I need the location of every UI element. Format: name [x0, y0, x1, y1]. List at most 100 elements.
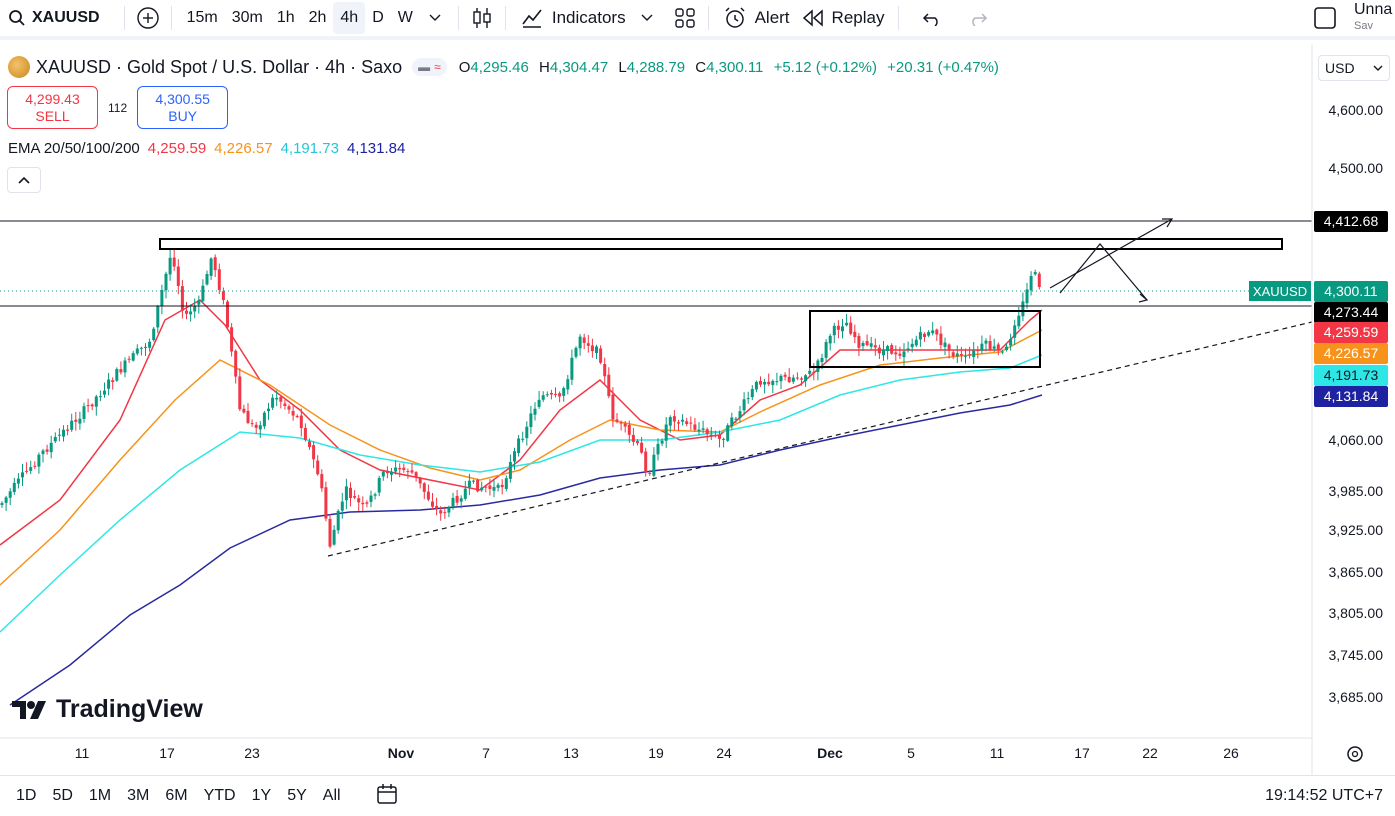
y-tick-label: 4,600.00	[1329, 102, 1384, 118]
candle	[996, 342, 1000, 356]
undo-button[interactable]	[917, 2, 947, 34]
candle	[324, 481, 328, 522]
consolidation-box	[809, 310, 1041, 368]
candle	[931, 321, 935, 336]
candle	[886, 344, 890, 360]
high-label: H	[538, 58, 550, 76]
alert-button[interactable]: Alert	[717, 2, 796, 34]
timeframe-30m[interactable]: 30m	[231, 9, 263, 26]
date-range-button[interactable]	[375, 782, 399, 811]
templates-button[interactable]	[670, 2, 700, 34]
timeframe-D[interactable]: D	[372, 9, 384, 26]
candle	[156, 304, 160, 334]
candle	[648, 470, 652, 476]
candle	[964, 348, 967, 364]
tradingview-logo[interactable]: TradingView	[12, 695, 203, 724]
candle	[435, 497, 439, 516]
candle	[168, 249, 172, 281]
layout-button[interactable]	[1310, 2, 1340, 34]
candle	[422, 482, 426, 500]
candle	[656, 438, 660, 461]
candle	[267, 402, 270, 420]
buy-button[interactable]: 4,300.55 BUY	[137, 86, 229, 129]
indicators-label: Indicators	[551, 8, 626, 27]
chart-type-button[interactable]	[467, 2, 497, 34]
currency-select[interactable]: USD	[1318, 55, 1390, 81]
candle	[238, 368, 242, 412]
candle	[631, 427, 635, 446]
chevron-down-icon	[1373, 65, 1383, 71]
candle	[836, 320, 840, 339]
collapse-legend-button[interactable]	[7, 167, 41, 193]
range-1y[interactable]: 1Y	[251, 787, 272, 804]
chart-title[interactable]: XAUUSD · Gold Spot / U.S. Dollar · 4h · …	[36, 56, 403, 77]
candle	[66, 424, 70, 436]
range-6m[interactable]: 6M	[165, 787, 188, 804]
candle	[549, 389, 553, 400]
buy-label: BUY	[168, 107, 198, 124]
redo-button[interactable]	[963, 2, 993, 34]
candle	[968, 346, 972, 359]
candle	[394, 460, 398, 475]
candle	[672, 410, 676, 431]
candle	[4, 495, 8, 511]
candle	[984, 338, 988, 352]
candle	[279, 394, 283, 409]
candle	[443, 506, 447, 519]
timeframe-4h[interactable]: 4h	[333, 2, 366, 34]
chevron-down-icon	[429, 14, 441, 21]
indicators-button[interactable]: Indicators	[514, 2, 632, 34]
candle	[332, 525, 336, 546]
candle	[935, 328, 939, 341]
chevron-up-icon	[18, 176, 30, 184]
x-tick-label: 17	[159, 745, 175, 761]
ema20-value: 4,259.59	[147, 140, 207, 157]
candle	[877, 344, 881, 360]
x-tick-label: 11	[990, 745, 1005, 761]
range-all[interactable]: All	[322, 787, 341, 804]
trendline	[327, 321, 1313, 557]
candle	[37, 452, 41, 474]
market-status-pill[interactable]: ▬ ≈	[412, 58, 447, 76]
candle	[730, 412, 734, 430]
range-5y[interactable]: 5Y	[287, 787, 307, 804]
layout-name[interactable]: Unna Sav	[1354, 2, 1392, 34]
clock[interactable]: 19:14:52 UTC+7	[1265, 787, 1383, 804]
ema-legend[interactable]: EMA 20/50/100/200 4,259.59 4,226.57 4,19…	[8, 140, 405, 157]
symbol-search[interactable]: XAUUSD	[8, 2, 100, 34]
range-1d[interactable]: 1D	[16, 787, 37, 804]
indicators-dropdown[interactable]	[632, 2, 662, 34]
candle	[627, 420, 631, 443]
timeframe-W[interactable]: W	[397, 9, 413, 26]
price-chart[interactable]: 4,600.00 4,500.00 4,060.00 3,985.00 3,925.00…	[0, 44, 1395, 775]
sell-button[interactable]: 4,299.43 SELL	[7, 86, 98, 129]
candle	[779, 374, 783, 390]
replay-button[interactable]: Replay	[796, 2, 891, 34]
timeframe-dropdown[interactable]	[420, 2, 450, 34]
candle	[135, 344, 139, 356]
candle	[230, 323, 234, 357]
compare-button[interactable]	[133, 2, 163, 34]
candle	[1000, 349, 1004, 355]
candle	[16, 473, 20, 489]
timeframe-1h[interactable]: 1h	[276, 9, 295, 26]
top-toolbar: XAUUSD 15m 30m 1h 2h 4h D W Indicators Alert R…	[0, 0, 1395, 40]
timeframe-15m[interactable]: 15m	[186, 9, 218, 26]
candle	[271, 394, 275, 410]
timeframe-2h[interactable]: 2h	[308, 9, 327, 26]
candle	[832, 322, 836, 344]
candle	[771, 379, 775, 394]
candle	[988, 335, 992, 352]
price-label-text: 4,191.73	[1324, 367, 1379, 383]
candle	[652, 447, 656, 478]
range-5d[interactable]: 5D	[52, 787, 73, 804]
candle	[713, 430, 717, 438]
range-ytd[interactable]: YTD	[203, 787, 236, 804]
candle	[947, 343, 951, 359]
candle	[414, 471, 418, 482]
y-tick-label: 3,925.00	[1329, 522, 1384, 538]
candle	[496, 482, 500, 492]
change-value: +5.12 (+0.12%)	[773, 58, 877, 76]
range-1m[interactable]: 1M	[88, 787, 112, 804]
range-3m[interactable]: 3M	[127, 787, 150, 804]
